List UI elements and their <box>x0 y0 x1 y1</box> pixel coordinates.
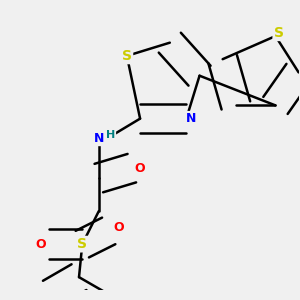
Text: S: S <box>77 237 87 251</box>
Text: O: O <box>113 221 124 234</box>
Text: O: O <box>135 162 146 175</box>
Text: N: N <box>94 132 104 145</box>
Text: O: O <box>36 238 46 250</box>
Text: S: S <box>122 49 132 63</box>
Text: S: S <box>274 26 284 40</box>
Text: N: N <box>186 112 196 125</box>
Text: H: H <box>106 130 115 140</box>
